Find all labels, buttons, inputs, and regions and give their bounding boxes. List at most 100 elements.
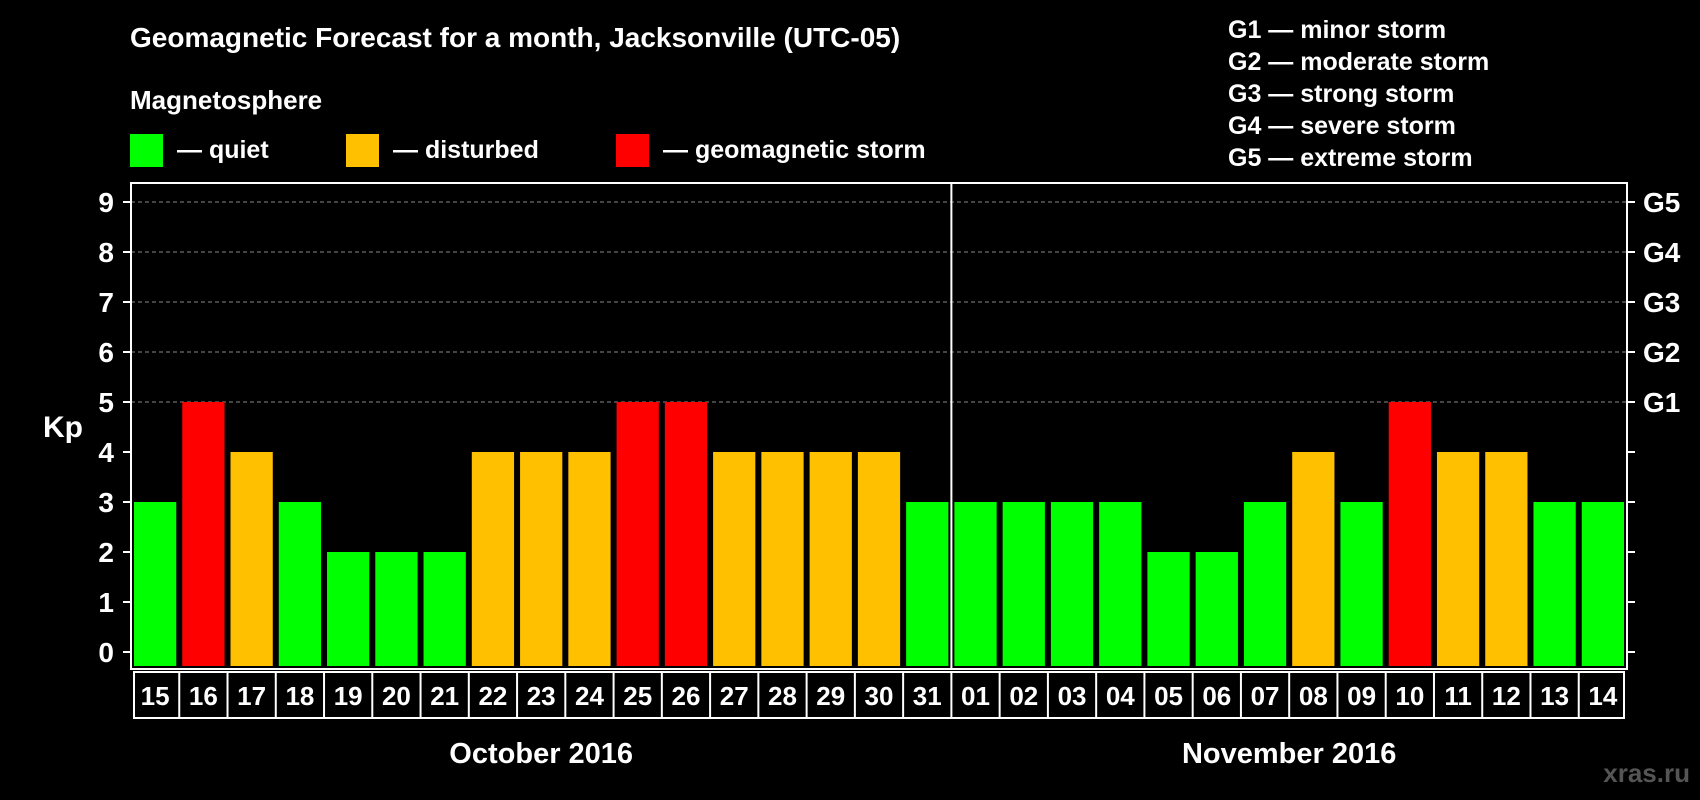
date-label-27: 27 — [720, 681, 749, 711]
date-label-13: 13 — [1540, 681, 1569, 711]
bar-10 — [1388, 402, 1431, 666]
date-label-19: 19 — [334, 681, 363, 711]
bar-18 — [278, 502, 322, 666]
date-label-24: 24 — [575, 681, 604, 711]
date-label-02: 02 — [1009, 681, 1038, 711]
date-label-14: 14 — [1588, 681, 1617, 711]
bar-01 — [954, 502, 997, 666]
date-label-09: 09 — [1347, 681, 1376, 711]
bar-27 — [713, 452, 756, 666]
bar-12 — [1485, 452, 1528, 666]
legend-swatch-disturbed — [346, 134, 379, 167]
y-tick-label-6: 6 — [98, 337, 114, 368]
bar-31 — [906, 502, 949, 666]
date-label-10: 10 — [1395, 681, 1424, 711]
bar-09 — [1340, 502, 1383, 666]
bar-22 — [471, 452, 515, 666]
g-scale-item-5: G5 — extreme storm — [1228, 144, 1473, 172]
g-scale-list: G1 — minor storm G2 — moderate storm G3 — … — [1228, 16, 1489, 172]
bar-15 — [134, 502, 177, 666]
right-label-g3: G3 — [1643, 287, 1680, 318]
date-label-18: 18 — [285, 681, 314, 711]
y-tick-label-5: 5 — [98, 387, 114, 418]
legend-swatch-storm — [616, 134, 649, 167]
bar-29 — [809, 452, 852, 666]
bar-13 — [1533, 502, 1576, 666]
gridlines — [131, 201, 1627, 403]
date-label-03: 03 — [1058, 681, 1087, 711]
date-label-26: 26 — [672, 681, 701, 711]
right-label-g5: G5 — [1643, 187, 1680, 218]
y-axis: 0 1 2 3 4 5 6 7 8 9 — [98, 187, 131, 668]
month-labels: October 2016 November 2016 — [449, 738, 1396, 770]
date-label-25: 25 — [623, 681, 652, 711]
date-label-21: 21 — [430, 681, 459, 711]
date-label-16: 16 — [189, 681, 218, 711]
y-tick-label-4: 4 — [98, 437, 114, 468]
bar-04 — [1099, 502, 1142, 666]
y-tick-label-7: 7 — [98, 287, 114, 318]
x-axis: 15 16 17 18 19 20 21 22 23 24 25 26 27 28 29 30 31 01 02 03… — [133, 671, 1625, 719]
bar-28 — [761, 452, 804, 666]
date-label-23: 23 — [527, 681, 556, 711]
y-tick-label-8: 8 — [98, 237, 114, 268]
bar-08 — [1292, 452, 1335, 666]
date-label-01: 01 — [961, 681, 990, 711]
watermark: xras.ru — [1603, 758, 1690, 788]
legend-label-storm: — geomagnetic storm — [663, 136, 926, 164]
bar-20 — [375, 552, 418, 666]
g-scale-item-4: G4 — severe storm — [1228, 112, 1456, 140]
legend-heading: Magnetosphere — [130, 85, 322, 115]
bar-05 — [1147, 552, 1190, 666]
date-label-06: 06 — [1202, 681, 1231, 711]
y-tick-label-9: 9 — [98, 187, 114, 218]
legend: — quiet — disturbed — geomagnetic storm — [130, 134, 926, 167]
date-label-11: 11 — [1444, 681, 1472, 711]
bar-06 — [1195, 552, 1238, 666]
y-tick-label-0: 0 — [98, 637, 114, 668]
date-label-04: 04 — [1106, 681, 1135, 711]
g-scale-item-2: G2 — moderate storm — [1228, 48, 1489, 76]
bar-25 — [616, 402, 659, 666]
bar-11 — [1436, 452, 1480, 666]
right-axis: G1 G2 G3 G4 G5 — [1627, 187, 1681, 653]
date-label-07: 07 — [1251, 681, 1280, 711]
date-label-30: 30 — [865, 681, 894, 711]
date-label-05: 05 — [1154, 681, 1183, 711]
date-label-22: 22 — [478, 681, 507, 711]
date-label-29: 29 — [816, 681, 845, 711]
chart-title: Geomagnetic Forecast for a month, Jackso… — [130, 22, 900, 53]
date-label-31: 31 — [913, 681, 942, 711]
bar-16 — [182, 402, 225, 666]
legend-swatch-quiet — [130, 134, 163, 167]
bar-19 — [327, 552, 370, 666]
bar-21 — [423, 552, 466, 666]
date-label-20: 20 — [382, 681, 411, 711]
right-label-g2: G2 — [1643, 337, 1680, 368]
g-scale-item-3: G3 — strong storm — [1228, 80, 1454, 108]
date-label-08: 08 — [1299, 681, 1328, 711]
month-label: November 2016 — [1182, 738, 1396, 770]
bar-02 — [1002, 502, 1045, 666]
y-tick-label-1: 1 — [98, 587, 114, 618]
y-tick-label-2: 2 — [98, 537, 114, 568]
right-label-g1: G1 — [1643, 387, 1680, 418]
right-label-g4: G4 — [1643, 237, 1681, 268]
bar-07 — [1243, 502, 1287, 666]
date-strip — [133, 671, 1625, 719]
bar-03 — [1050, 502, 1094, 666]
date-label-12: 12 — [1492, 681, 1521, 711]
bar-23 — [520, 452, 563, 666]
date-label-28: 28 — [768, 681, 797, 711]
y-tick-label-3: 3 — [98, 487, 114, 518]
date-label-15: 15 — [141, 681, 170, 711]
date-label-17: 17 — [237, 681, 266, 711]
g-scale-item-1: G1 — minor storm — [1228, 16, 1446, 44]
bar-26 — [664, 402, 708, 666]
legend-label-disturbed: — disturbed — [393, 136, 539, 164]
bars — [134, 402, 1624, 666]
plot-frame — [130, 182, 1628, 670]
y-axis-label: Kp — [43, 411, 83, 444]
